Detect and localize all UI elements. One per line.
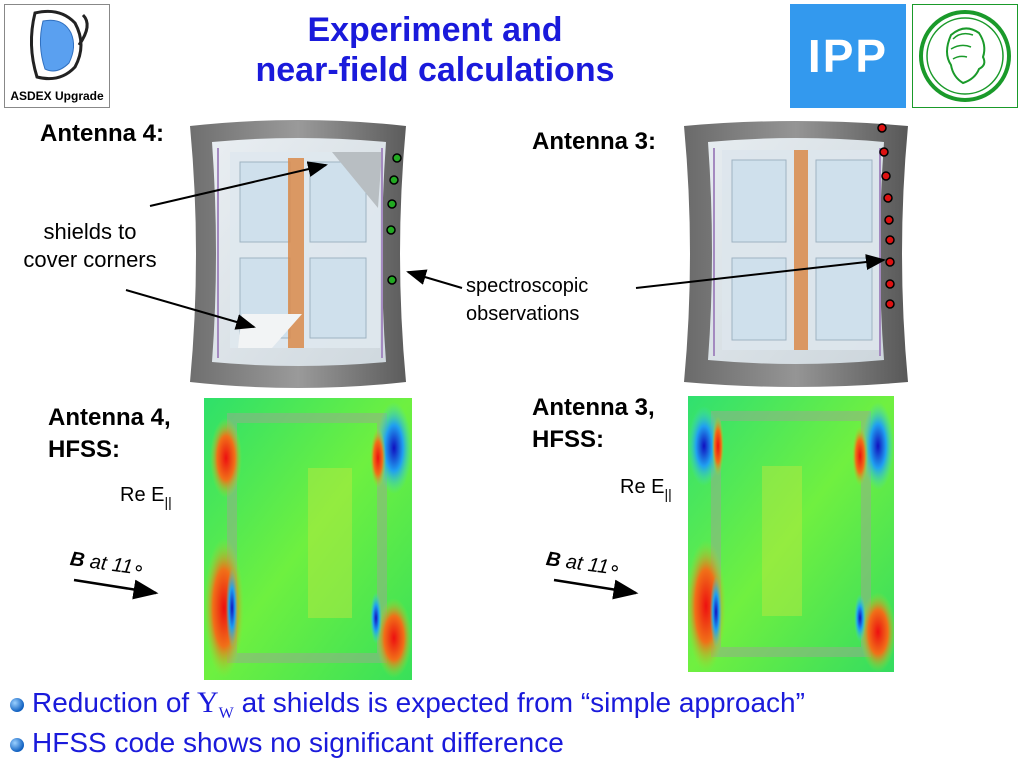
plasma-cross-section-icon [29,9,89,81]
b-symbol: B [68,547,87,572]
max-planck-logo [912,4,1018,108]
title-line-2: near-field calculations [255,51,615,89]
b-field-label-left: B at 11∘ [69,546,147,581]
antenna3-label: Antenna 3: [532,128,657,155]
antenna3-hfss-field-map [686,396,896,672]
antenna4-label: Antenna 4: [40,120,165,147]
b-symbol-right: B [544,547,563,572]
b-degree: ∘ [131,556,147,581]
bullet-hfss: HFSS code shows no significant differenc… [10,726,1020,760]
re-e-main: Re E [120,484,165,506]
title-line-1: Experiment and [307,11,563,49]
bullet-2-text: HFSS code shows no significant differenc… [32,727,564,758]
bullet-1-post: at shields is expected from “simple appr… [241,687,805,718]
bullet-1-sub: W [218,705,234,722]
bullet-1-symbol: Y [197,686,219,719]
page-title: Experiment and near-field calculations [220,10,650,90]
re-e-label-right: Re E|| [620,476,672,502]
re-e-sub: || [164,494,172,510]
minerva-head-icon [919,10,1011,102]
re-e-label-left: Re E|| [120,484,172,510]
antenna4-hfss-line-2: HFSS: [48,436,120,463]
b-at-right: at 11 [564,550,611,579]
asdex-logo: ASDEX Upgrade [4,4,110,108]
bullet-dot-icon [10,737,24,752]
antenna4-hfss-label: Antenna 4, HFSS: [48,402,171,466]
antenna3-photo [676,120,916,390]
shields-annotation: shields to cover corners [2,218,178,274]
spectroscopic-annotation: spectroscopic observations [466,272,588,328]
bullet-1-pre: Reduction of [32,687,190,718]
b-at: at 11 [88,550,135,579]
re-e-sub-right: || [664,486,672,502]
spectro-line-2: observations [466,303,580,325]
arrow-b-left [73,578,159,600]
arrow-spectro-left [406,269,463,289]
re-e-main-right: Re E [620,476,665,498]
shields-line-2: cover corners [23,247,157,272]
b-degree-right: ∘ [607,556,623,581]
antenna3-hfss-line-1: Antenna 3, [532,394,655,421]
antenna3-hfss-line-2: HFSS: [532,426,604,453]
spectro-line-1: spectroscopic [466,275,589,297]
b-field-label-right: B at 11∘ [545,546,623,581]
shields-line-1: shields to [43,219,137,244]
antenna4-hfss-line-1: Antenna 4, [48,404,171,431]
ipp-logo: IPP [790,4,906,108]
ipp-logo-text: IPP [807,30,889,82]
bullet-reduction: Reduction of YW at shields is expected f… [10,686,1020,731]
bullet-dot-icon [10,697,24,712]
asdex-logo-text: ASDEX Upgrade [10,89,104,103]
antenna3-hfss-label: Antenna 3, HFSS: [532,392,655,456]
antenna4-hfss-field-map [204,398,412,680]
antenna4-photo [182,118,414,390]
arrow-b-right [553,578,639,600]
